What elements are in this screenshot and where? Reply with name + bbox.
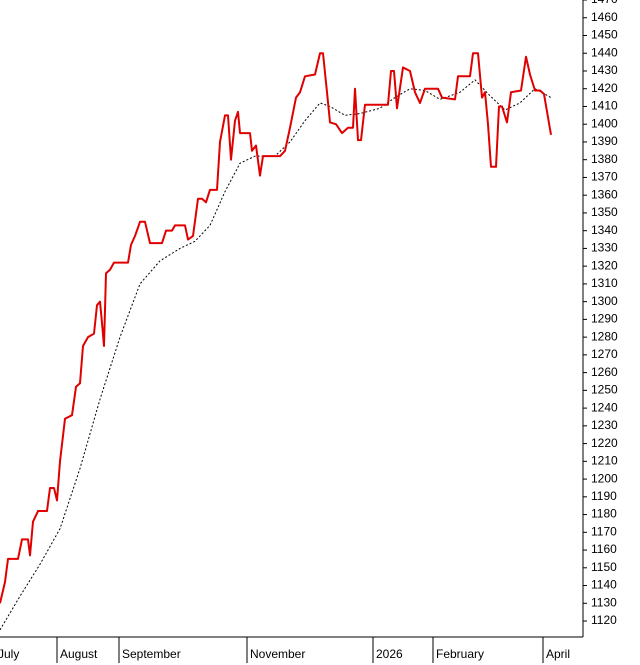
- y-tick-label: 1370: [591, 170, 618, 184]
- y-tick-label: 1350: [591, 205, 618, 219]
- y-tick-label: 1470: [591, 0, 618, 6]
- y-tick-label: 1380: [591, 152, 618, 166]
- price-line: [0, 52, 552, 604]
- y-tick-label: 1420: [591, 81, 618, 95]
- y-tick-label: 1180: [591, 507, 617, 521]
- y-tick-label: 1360: [591, 187, 618, 201]
- x-tick-label: February: [436, 647, 484, 661]
- x-tick-label: September: [122, 647, 181, 661]
- y-tick-label: 1450: [591, 28, 618, 42]
- y-tick-label: 1190: [591, 489, 617, 503]
- y-tick-label: 1240: [591, 400, 618, 414]
- average-line: [0, 79, 552, 631]
- y-tick-label: 1260: [591, 365, 618, 379]
- y-tick-label: 1230: [591, 418, 618, 432]
- y-tick-label: 1290: [591, 312, 618, 326]
- y-tick-label: 1130: [591, 595, 617, 609]
- y-tick-label: 1410: [591, 99, 618, 113]
- y-tick-label: 1270: [591, 347, 618, 361]
- y-tick-label: 1160: [591, 542, 617, 556]
- y-tick-label: 1320: [591, 258, 618, 272]
- y-tick-label: 1280: [591, 329, 618, 343]
- y-tick-label: 1430: [591, 63, 618, 77]
- y-tick-label: 1210: [591, 454, 618, 468]
- y-tick-label: 1220: [591, 436, 618, 450]
- y-tick-label: 1300: [591, 294, 618, 308]
- y-tick-label: 1150: [591, 560, 617, 574]
- y-tick-label: 1140: [591, 578, 617, 592]
- y-tick-label: 1250: [591, 383, 618, 397]
- x-tick-label: 2026: [376, 647, 403, 661]
- y-tick-label: 1390: [591, 134, 618, 148]
- x-tick-label: April: [546, 647, 570, 661]
- y-tick-label: 1400: [591, 116, 618, 130]
- y-tick-label: 1440: [591, 45, 618, 59]
- x-tick-label: November: [250, 647, 305, 661]
- y-tick-label: 1310: [591, 276, 618, 290]
- x-tick-label: July: [0, 647, 19, 661]
- y-tick-label: 1340: [591, 223, 618, 237]
- y-tick-label: 1330: [591, 241, 618, 255]
- y-tick-label: 1460: [591, 10, 618, 24]
- y-tick-label: 1200: [591, 471, 618, 485]
- y-tick-label: 1170: [591, 524, 617, 538]
- y-tick-label: 1120: [591, 613, 617, 627]
- x-tick-label: August: [60, 647, 98, 661]
